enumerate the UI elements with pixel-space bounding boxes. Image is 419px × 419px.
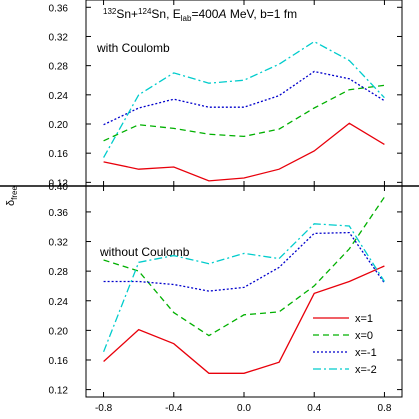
panel-1-y-tick-label: 0.24: [49, 297, 69, 308]
panel-0-series-x=-1: [103, 70, 385, 126]
panel-0-series-x=1: [103, 122, 385, 182]
y-axis-label-main: δ: [5, 200, 17, 206]
panel-0-y-tick-label: 0.12: [49, 178, 69, 189]
svg-text:δfree: δfree: [5, 186, 19, 206]
legend-label-x=1: x=1: [355, 313, 373, 325]
panel-0-y-tick-label: 0.24: [49, 91, 69, 102]
x-tick-label: -0.8: [95, 403, 113, 414]
reaction-annotation: 132Sn+124Sn, Elab=400A MeV, b=1 fm: [103, 7, 297, 23]
x-tick-label: 0.8: [377, 403, 391, 414]
panel-0-series-x=0: [103, 84, 385, 142]
panel-1-y-tick-label: 0.36: [49, 208, 69, 219]
x-tick-label: 0.0: [237, 403, 251, 414]
panel-0-y-tick-label: 0.36: [49, 3, 69, 14]
top-panel-frame: [85, 0, 403, 187]
panel-0-y-tick-label: 0.32: [49, 32, 69, 43]
bottom-panel-top-tick-label: 0.40: [49, 182, 69, 193]
bottom-panel-label: without Coulomb: [99, 245, 190, 259]
series-lines: [102, 40, 385, 374]
legend-label-x=-2: x=-2: [355, 364, 377, 376]
panel-0-y-tick-label: 0.28: [49, 62, 69, 73]
legend-label-x=-1: x=-1: [355, 347, 377, 359]
panel-1-y-tick-label: 0.12: [49, 386, 69, 397]
legend: x=1 x=0 x=-1 x=-2: [313, 313, 377, 376]
annotation-part-1: Sn+: [116, 7, 138, 21]
panel-1-y-tick-label: 0.20: [49, 326, 69, 337]
annotation-part-4: MeV, b=1 fm: [227, 7, 298, 21]
annotation-sup-1: 132: [103, 7, 117, 16]
panel-1-series-x=1: [103, 265, 385, 374]
top-panel-label: with Coulomb: [96, 41, 170, 55]
panel-1-y-tick-label: 0.28: [49, 267, 69, 278]
annotation-sup-2: 124: [138, 7, 152, 16]
axis-ticks: 0.12 0.16 0.20 0.24 0.28 0.32 0.36 0.12 0.16 0.20…: [49, 0, 402, 414]
panel-0-y-tick-label: 0.20: [49, 120, 69, 131]
panel-1-series-x=0: [103, 196, 385, 337]
x-tick-label: -0.4: [165, 403, 183, 414]
panel-1-y-tick-label: 0.32: [49, 238, 69, 249]
panel-0-y-tick-label: 0.16: [49, 149, 69, 160]
panel-0-series-x=-2: [103, 40, 385, 158]
annotation-part-3: =400: [191, 7, 218, 21]
panel-1-series-x=-1: [103, 231, 385, 292]
panel-1-y-tick-label: 0.16: [49, 356, 69, 367]
legend-label-x=0: x=0: [355, 330, 373, 342]
y-axis-label-sub: free: [10, 186, 19, 200]
x-tick-label: 0.4: [307, 403, 321, 414]
annotation-italic: A: [217, 7, 226, 21]
panel-1-series-x=-2: [102, 223, 385, 353]
y-axis-label: δfree: [5, 186, 19, 206]
annotation-part-2: Sn, E: [151, 7, 180, 21]
annotation-sub: lab: [181, 14, 192, 23]
